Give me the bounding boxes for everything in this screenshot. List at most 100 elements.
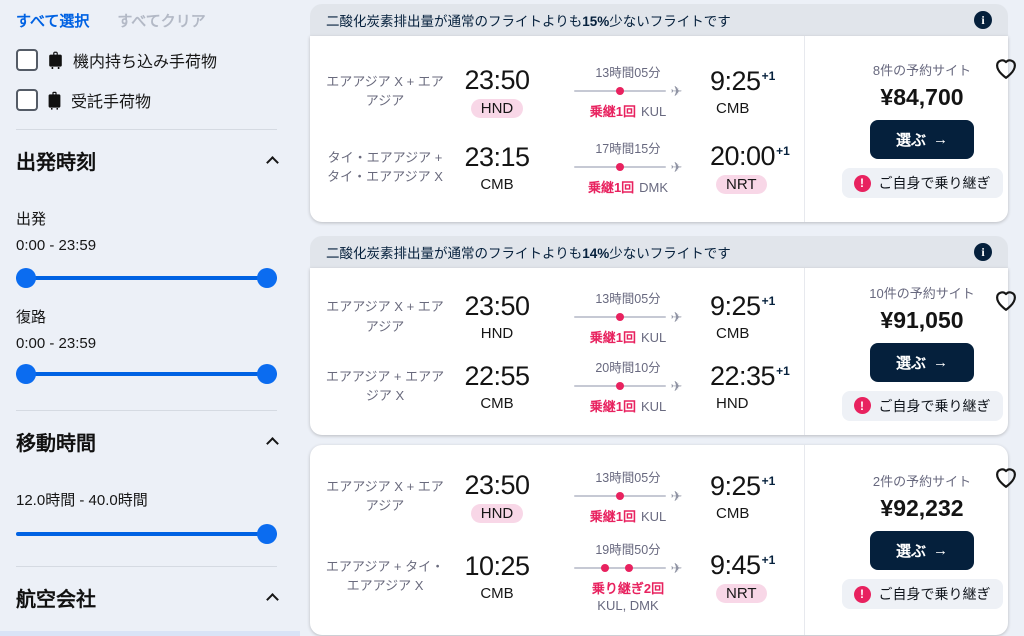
carry-on-baggage-filter[interactable]: 機内持ち込み手荷物 <box>16 47 277 73</box>
price-panel: 8件の予約サイト ¥84,700 選ぶ → ! ご自身で乗り継ぎ <box>804 36 1024 222</box>
departure-info: 23:50 HND <box>446 291 548 342</box>
departure-airport: CMB <box>480 394 514 412</box>
outbound-time-slider[interactable] <box>16 268 277 288</box>
departure-airport: CMB <box>480 175 514 193</box>
price: ¥84,700 <box>880 84 964 110</box>
info-icon[interactable]: i <box>974 243 992 261</box>
duration-info: 19時間50分 ✈ 乗り継ぎ2回 KUL, DMK <box>548 539 708 613</box>
booking-sites-count: 8件の予約サイト <box>872 63 972 78</box>
select-button[interactable]: 選ぶ → <box>869 531 974 570</box>
checked-baggage-filter[interactable]: 受託手荷物 <box>16 87 277 113</box>
departure-info: 10:25 CMB <box>446 551 548 602</box>
arrival-time: 9:25 <box>710 65 761 96</box>
slider-handle-max[interactable] <box>257 524 277 544</box>
duration-info: 13時間05分 ✈ 乗継1回 KUL <box>548 288 708 346</box>
arrival-airport-badge: NRT <box>716 583 767 603</box>
route-line: ✈ <box>573 308 683 325</box>
arrival-info: 9:25 +1 CMB <box>708 471 804 522</box>
arrival-time: 9:25 <box>710 291 761 322</box>
booking-sites-count: 2件の予約サイト <box>872 474 972 489</box>
route-line: ✈ <box>573 83 683 99</box>
arrow-right-icon: → <box>933 353 948 371</box>
duration-info: 13時間05分 ✈ 乗継1回 KUL <box>548 467 708 525</box>
flight-card-body[interactable]: エアアジア X + エアアジア 23:50 HND 13時間05分 ✈ 乗継1回… <box>310 268 1016 435</box>
favorite-button[interactable] <box>993 287 1019 312</box>
route-line: ✈ <box>573 488 683 504</box>
plane-icon: ✈ <box>670 560 683 576</box>
stop-dot <box>601 564 610 572</box>
eco-banner: 二酸化炭素排出量が通常のフライトよりも15%少ないフライトです i <box>310 4 1008 36</box>
slider-track[interactable] <box>16 532 277 536</box>
plane-icon: ✈ <box>670 159 683 175</box>
arrival-info: 9:25 +1 CMB <box>708 291 804 342</box>
airline-names: エアアジア X + エアアジア <box>326 73 444 109</box>
slider-track[interactable] <box>16 372 277 376</box>
return-time-range: 0:00 - 23:59 <box>16 335 97 352</box>
departure-airport: CMB <box>480 584 514 602</box>
plane-icon: ✈ <box>670 378 683 395</box>
plane-icon: ✈ <box>670 83 683 99</box>
departure-time: 23:50 <box>464 64 530 95</box>
departure-info: 23:15 CMB <box>446 142 548 193</box>
return-leg: エアアジア + タイ・エアアジア X 10:25 CMB 19時間50分 ✈ 乗… <box>310 539 804 613</box>
checked-bag-icon <box>48 91 61 110</box>
price: ¥91,050 <box>880 306 964 333</box>
duration-info: 20時間10分 ✈ 乗継1回 KUL <box>548 357 708 415</box>
airlines-section-header[interactable]: 航空会社 <box>16 583 279 611</box>
route-line: ✈ <box>573 159 683 175</box>
flight-result-card: 二酸化炭素排出量が通常のフライトよりも15%少ないフライトです i エアアジア … <box>310 4 1016 222</box>
arrival-time: 9:45 <box>710 549 761 580</box>
departure-time-section-header[interactable]: 出発時刻 <box>16 146 279 174</box>
slider-handle-max[interactable] <box>257 268 277 288</box>
chevron-up-icon[interactable] <box>266 436 279 450</box>
plane-icon: ✈ <box>670 308 683 325</box>
duration-label: 13時間05分 <box>595 66 661 80</box>
chevron-up-icon[interactable] <box>266 155 279 169</box>
return-label: 復路 <box>16 309 47 326</box>
departure-time: 23:15 <box>464 141 530 172</box>
stops-info: 乗り継ぎ2回 KUL, DMK <box>591 581 665 613</box>
sidebar-divider <box>16 129 277 130</box>
slider-track[interactable] <box>16 276 277 280</box>
plane-icon: ✈ <box>670 488 683 504</box>
stop-dot <box>615 163 624 171</box>
outbound-leg: エアアジア X + エアアジア 23:50 HND 13時間05分 ✈ 乗継1回… <box>310 467 804 525</box>
price: ¥92,232 <box>880 495 964 521</box>
arrival-airport: CMB <box>716 99 750 117</box>
favorite-button[interactable] <box>993 55 1019 80</box>
arrival-info: 22:35 +1 HND <box>708 361 804 412</box>
carry-on-checkbox[interactable] <box>16 49 38 71</box>
next-day-indicator: +1 <box>776 143 790 158</box>
return-leg: エアアジア + エアアジア X 22:55 CMB 20時間10分 ✈ 乗継1回… <box>310 357 804 415</box>
arrival-airport: CMB <box>716 504 750 522</box>
travel-duration-section-header[interactable]: 移動時間 <box>16 427 279 455</box>
slider-handle-min[interactable] <box>16 268 36 288</box>
checked-baggage-label: 受託手荷物 <box>71 94 152 111</box>
flight-card-body[interactable]: エアアジア X + エアアジア 23:50 HND 13時間05分 ✈ 乗継1回… <box>310 445 1016 635</box>
flight-card-body[interactable]: エアアジア X + エアアジア 23:50 HND 13時間05分 ✈ 乗継1回… <box>310 36 1016 222</box>
return-time-slider[interactable] <box>16 364 277 384</box>
departure-time: 23:50 <box>464 291 530 322</box>
slider-handle-min[interactable] <box>16 364 36 384</box>
next-day-indicator: +1 <box>776 363 790 378</box>
flight-legs: エアアジア X + エアアジア 23:50 HND 13時間05分 ✈ 乗継1回… <box>310 36 804 222</box>
next-day-indicator: +1 <box>761 473 776 488</box>
airline-names: エアアジア + エアアジア X <box>325 368 445 404</box>
stops-info: 乗継1回 KUL <box>589 399 667 415</box>
select-button[interactable]: 選ぶ → <box>869 342 974 382</box>
favorite-button[interactable] <box>993 464 1019 489</box>
travel-duration-range: 12.0時間 - 40.0時間 <box>16 492 148 509</box>
info-icon[interactable]: i <box>974 11 992 29</box>
chevron-up-icon[interactable] <box>266 592 279 606</box>
checked-baggage-checkbox[interactable] <box>16 89 38 111</box>
slider-handle-max[interactable] <box>257 364 277 384</box>
duration-label: 20時間10分 <box>595 361 661 376</box>
select-all-link[interactable]: すべて選択 <box>16 13 90 30</box>
arrival-airport: HND <box>716 394 749 412</box>
departure-airport-badge: HND <box>470 503 524 523</box>
travel-duration-slider[interactable] <box>16 524 277 544</box>
clear-all-link[interactable]: すべてクリア <box>117 13 206 30</box>
booking-sites-count: 10件の予約サイト <box>869 285 975 301</box>
duration-label: 19時間50分 <box>595 543 661 557</box>
select-button[interactable]: 選ぶ → <box>869 120 974 159</box>
